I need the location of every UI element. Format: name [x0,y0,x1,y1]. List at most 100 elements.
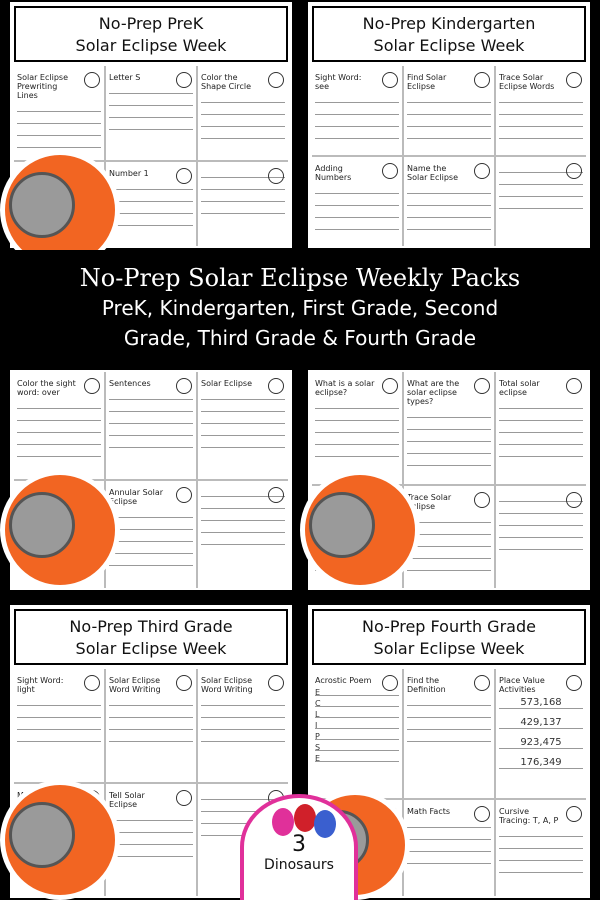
panel-title: No-Prep PreK Solar Eclipse Week [14,6,288,62]
worksheet: Acrostic Poem E C L I P S E [312,669,402,798]
writing-line [407,819,491,828]
place-value-number: 923,475 [499,737,583,749]
worksheet-title: Annular Solar Eclipse [109,488,164,506]
writing-line [201,803,285,812]
writing-line [17,697,101,706]
acrostic-letter: E [315,688,399,697]
writing-line [407,721,491,730]
panel-title-line: No-Prep Fourth Grade [362,617,536,636]
writing-line [201,524,285,533]
writing-line [17,733,101,742]
moon-icon [176,789,192,806]
writing-line [315,400,399,409]
writing-line [201,439,285,448]
writing-line [201,415,285,424]
writing-line [407,130,491,139]
moon-icon [268,378,284,394]
panel-title-line: Solar Eclipse Week [373,639,525,658]
writing-line [407,94,491,103]
acrostic-letter: E [315,754,399,763]
writing-line [499,400,583,409]
moon-icon [84,72,100,88]
worksheet-title: Solar Eclipse [201,379,252,388]
worksheet-title: Sight Word: light [17,676,64,694]
writing-line [315,106,399,115]
moon-icon [176,72,192,88]
writing-line [499,94,583,103]
moon-icon [566,378,582,394]
writing-line [109,509,193,518]
worksheet [198,161,288,246]
eclipse-decoration [0,470,120,590]
writing-line [109,181,193,190]
writing-line [109,824,193,833]
worksheet-title: Solar Eclipse Prewriting Lines [17,73,68,100]
writing-line [407,514,491,523]
worksheet-title: What is a solar eclipse? [315,379,375,397]
writing-line [109,545,193,554]
writing-line [17,127,101,136]
writing-line [201,733,285,742]
worksheet-panel: No-Prep Kindergarten Solar Eclipse Week Si… [306,0,592,250]
moon-icon [474,163,490,179]
worksheet: Letter S [106,66,196,160]
writing-line [109,97,193,106]
worksheet-title: Trace Solar Eclipse [407,492,452,511]
writing-line [109,121,193,130]
writing-line [201,106,285,115]
panel-title: No-Prep Kindergarten Solar Eclipse Week [312,6,586,62]
writing-line [407,197,491,206]
moon-icon [566,163,582,179]
writing-line [17,400,101,409]
moon-icon [268,72,284,88]
writing-line [17,709,101,718]
moon-icon [382,378,398,394]
writing-line [201,791,285,800]
worksheet: Solar Eclipse Word Writing [198,669,288,782]
writing-line [407,118,491,127]
writing-line [201,512,285,521]
moon-icon [176,675,192,691]
moon-icon [382,675,398,691]
worksheet: Solar Eclipse [198,372,288,479]
banner-headline: No-Prep Solar Eclipse Weekly Packs [79,264,521,292]
place-value-number: 176,349 [499,757,583,769]
worksheet: What is a solar eclipse? [312,372,402,484]
writing-line [109,848,193,857]
worksheet-title: Acrostic Poem [315,676,372,685]
moon-icon [176,487,192,503]
writing-line [201,427,285,436]
worksheet-title: Find Solar Eclipse [407,73,447,91]
writing-line [109,697,193,706]
worksheet-grid: Sight Word: see Find Solar Eclipse Trace S… [312,66,586,246]
writing-line [499,130,583,139]
worksheet: Place Value Activities 573,168 429,137 923,… [496,669,586,798]
writing-line [407,697,491,706]
worksheet-title: Color the sight word: over [17,379,76,397]
acrostic-letter: C [315,699,399,708]
moon-icon [566,675,582,691]
writing-line [499,448,583,457]
moon-icon [84,675,100,691]
acrostic-letter: P [315,732,399,741]
worksheet-title: Name the Solar Eclipse [407,164,458,182]
writing-line [407,185,491,194]
writing-line [407,445,491,454]
writing-line [17,412,101,421]
writing-line [201,118,285,127]
writing-line [315,197,399,206]
writing-line [407,733,491,742]
worksheet: Find Solar Eclipse [404,66,494,155]
panel-title-line: Solar Eclipse Week [75,36,227,55]
worksheet: Solar Eclipse Prewriting Lines [14,66,104,160]
worksheet [496,485,586,588]
moon-icon [176,378,192,394]
writing-line [499,505,583,514]
writing-line [201,536,285,545]
writing-line [109,415,193,424]
panel-title: No-Prep Third Grade Solar Eclipse Week [14,609,288,665]
writing-line [499,529,583,538]
writing-line [109,557,193,566]
panel-title-line: No-Prep Kindergarten [362,14,536,33]
writing-line [499,828,583,837]
